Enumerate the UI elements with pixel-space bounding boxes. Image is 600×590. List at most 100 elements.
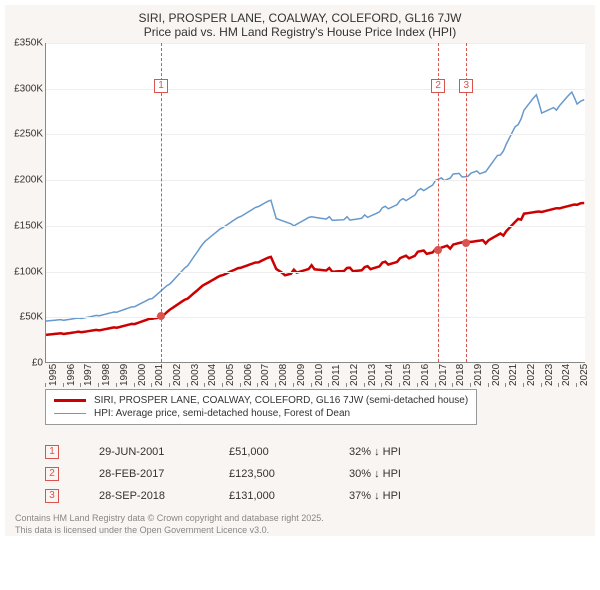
title-line-1: SIRI, PROSPER LANE, COALWAY, COLEFORD, G…: [5, 11, 595, 25]
sales-table: 129-JUN-2001£51,00032% ↓ HPI228-FEB-2017…: [45, 441, 585, 507]
x-tick-mark: [346, 383, 347, 387]
x-tick-label: 2020: [491, 364, 502, 386]
x-tick-label: 2022: [526, 364, 537, 386]
chart-title: SIRI, PROSPER LANE, COALWAY, COLEFORD, G…: [5, 5, 595, 43]
x-tick-label: 2003: [190, 364, 201, 386]
legend-label: HPI: Average price, semi-detached house,…: [94, 408, 350, 419]
legend: SIRI, PROSPER LANE, COALWAY, COLEFORD, G…: [45, 389, 477, 425]
gridline: [46, 89, 585, 90]
footnote: Contains HM Land Registry data © Crown c…: [15, 513, 585, 536]
x-tick-mark: [45, 383, 46, 387]
annotation-number-box: 3: [459, 79, 473, 93]
x-tick-label: 2019: [473, 364, 484, 386]
x-tick-label: 2009: [296, 364, 307, 386]
x-tick-label: 2013: [367, 364, 378, 386]
x-tick-label: 2025: [579, 364, 590, 386]
x-tick-mark: [488, 383, 489, 387]
x-tick-label: 2017: [438, 364, 449, 386]
legend-swatch: [54, 413, 86, 415]
x-tick-label: 2008: [278, 364, 289, 386]
x-tick-label: 2010: [314, 364, 325, 386]
x-tick-label: 2000: [137, 364, 148, 386]
sales-price: £131,000: [229, 490, 309, 502]
x-tick-mark: [187, 383, 188, 387]
x-tick-mark: [63, 383, 64, 387]
gridline: [46, 43, 585, 44]
title-line-2: Price paid vs. HM Land Registry's House …: [5, 25, 595, 39]
footnote-line-1: Contains HM Land Registry data © Crown c…: [15, 513, 585, 525]
legend-label: SIRI, PROSPER LANE, COALWAY, COLEFORD, G…: [94, 395, 468, 406]
plot-area: 1 23: [45, 43, 585, 363]
sales-price: £51,000: [229, 446, 309, 458]
gridline: [46, 180, 585, 181]
y-tick-label: £150K: [3, 220, 43, 231]
sales-number-box: 2: [45, 467, 59, 481]
y-tick-label: £50K: [3, 312, 43, 323]
x-tick-mark: [435, 383, 436, 387]
plot-wrap: 123 £0£50K£100K£150K£200K£250K£300K£350K…: [5, 43, 595, 383]
annotation-number-box: 2: [431, 79, 445, 93]
x-tick-label: 2005: [225, 364, 236, 386]
x-tick-mark: [222, 383, 223, 387]
annotation-dot: [157, 312, 165, 320]
x-tick-mark: [505, 383, 506, 387]
x-tick-mark: [576, 383, 577, 387]
x-tick-mark: [169, 383, 170, 387]
x-tick-label: 1998: [101, 364, 112, 386]
gridline: [46, 226, 585, 227]
y-tick-label: £0: [3, 358, 43, 369]
x-tick-label: 2018: [455, 364, 466, 386]
y-tick-label: £100K: [3, 266, 43, 277]
x-tick-label: 1996: [66, 364, 77, 386]
series-hpi: [46, 92, 584, 321]
gridline: [46, 317, 585, 318]
annotation-number-box: 1: [154, 79, 168, 93]
x-tick-label: 1997: [83, 364, 94, 386]
sales-date: 28-SEP-2018: [99, 490, 189, 502]
sales-diff: 37% ↓ HPI: [349, 490, 439, 502]
x-tick-mark: [399, 383, 400, 387]
sales-date: 29-JUN-2001: [99, 446, 189, 458]
x-tick-label: 2024: [561, 364, 572, 386]
x-tick-mark: [328, 383, 329, 387]
footnote-line-2: This data is licensed under the Open Gov…: [15, 525, 585, 537]
x-tick-mark: [523, 383, 524, 387]
x-tick-label: 2001: [154, 364, 165, 386]
sales-number-box: 1: [45, 445, 59, 459]
sales-number-box: 3: [45, 489, 59, 503]
x-tick-mark: [452, 383, 453, 387]
legend-row: SIRI, PROSPER LANE, COALWAY, COLEFORD, G…: [54, 394, 468, 407]
legend-swatch: [54, 399, 86, 402]
x-tick-mark: [240, 383, 241, 387]
x-tick-label: 2012: [349, 364, 360, 386]
x-tick-mark: [116, 383, 117, 387]
gridline: [46, 272, 585, 273]
x-tick-mark: [293, 383, 294, 387]
x-tick-label: 2015: [402, 364, 413, 386]
x-tick-mark: [257, 383, 258, 387]
y-tick-label: £200K: [3, 175, 43, 186]
x-tick-label: 2016: [420, 364, 431, 386]
x-tick-mark: [151, 383, 152, 387]
series-price_paid: [46, 203, 584, 335]
x-tick-mark: [381, 383, 382, 387]
y-tick-label: £300K: [3, 83, 43, 94]
x-tick-mark: [364, 383, 365, 387]
x-tick-mark: [275, 383, 276, 387]
x-tick-mark: [417, 383, 418, 387]
series-svg: [46, 43, 586, 363]
x-tick-label: 2004: [207, 364, 218, 386]
annotation-dot: [434, 246, 442, 254]
annotation-dot: [462, 239, 470, 247]
sales-diff: 32% ↓ HPI: [349, 446, 439, 458]
sales-row: 1 29-JUN-2001 £51,000 32% ↓ HPI: [45, 441, 585, 463]
sales-row: 3 28-SEP-2018 £131,000 37% ↓ HPI: [45, 485, 585, 507]
x-tick-mark: [541, 383, 542, 387]
x-tick-mark: [311, 383, 312, 387]
x-tick-mark: [470, 383, 471, 387]
x-tick-label: 1995: [48, 364, 59, 386]
x-tick-label: 2007: [260, 364, 271, 386]
x-tick-label: 2002: [172, 364, 183, 386]
y-tick-label: £350K: [3, 38, 43, 49]
legend-row: HPI: Average price, semi-detached house,…: [54, 407, 468, 420]
